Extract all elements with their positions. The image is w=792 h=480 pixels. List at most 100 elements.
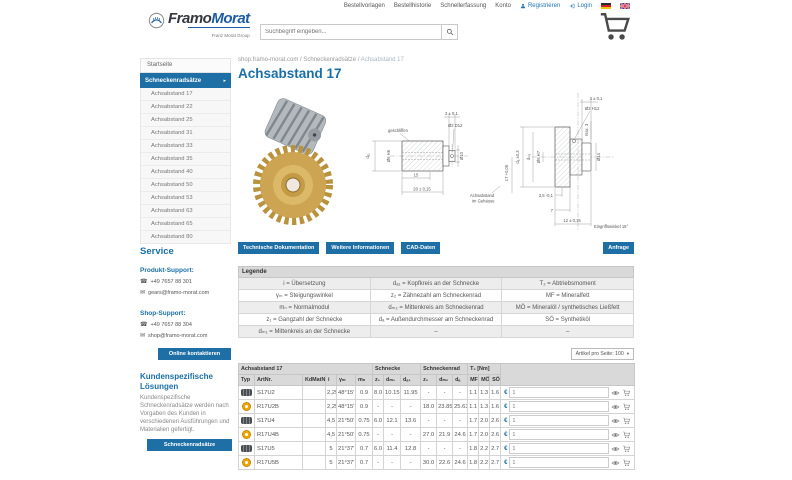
cell-kdmatnr (302, 427, 326, 442)
legend-cell: – (369, 325, 503, 338)
col-z1: z₁ (372, 374, 385, 386)
page-title: Achsabstand 17 (238, 66, 342, 81)
cell-z2: - (420, 413, 438, 428)
sidebar-item-achsabstand-22[interactable]: Achsabstand 22 (141, 101, 230, 114)
sidebar-service: Service Produkt-Support: ☎ +49 7657 88 30… (140, 246, 232, 451)
breadcrumb-category[interactable]: Schneckenradsätze (303, 57, 357, 63)
cell-z2: 18.0 (420, 399, 438, 414)
sidebar-item-achsabstand-80[interactable]: Achsabstand 80 (151, 234, 193, 240)
cell-da1: 13.6 (400, 413, 422, 428)
cell-moe: 1.3 (478, 399, 491, 414)
custom-solutions-text: Kundenspezifische Schneckenradsätze werd… (140, 395, 230, 433)
anfrage-button[interactable]: Anfrage (603, 242, 634, 254)
logo[interactable]: FramoMorat Franz Morat Group (148, 11, 250, 43)
items-per-page-dropdown[interactable]: Artikel pro Seite: 100 ▾ (570, 348, 634, 360)
sidebar-item-schneckenradsaetze[interactable]: Schneckenradsätze ▸ (140, 73, 231, 88)
add-to-cart-icon[interactable] (622, 417, 631, 425)
phone-icon: ☎ (140, 279, 148, 285)
cell-soe: 1.6 (489, 385, 502, 400)
cell-ym: 21°50' (336, 427, 356, 442)
add-to-cart-icon[interactable] (622, 459, 631, 467)
sidebar-item-achsabstand-31[interactable]: Achsabstand 31 (141, 127, 230, 140)
produkt-support-email[interactable]: gears@framo-morat.com (148, 289, 210, 296)
cell-i: 2,25 (325, 399, 337, 414)
cell-mf: 1.8 (467, 455, 480, 470)
register-link[interactable]: Registrieren (520, 3, 560, 9)
schneckenradsaetze-button[interactable]: Schneckenradsätze (147, 439, 232, 451)
cell-artnr: R17U4B (254, 427, 303, 442)
products-table: Achsabstand 17 Schnecke Schneckenrad T₂ … (237, 363, 636, 470)
svg-text:17 +0,05: 17 +0,05 (504, 164, 509, 181)
add-to-cart-icon[interactable] (622, 389, 631, 397)
quantity-input[interactable] (509, 443, 610, 454)
quantity-input[interactable] (509, 457, 610, 468)
cell-typ (238, 427, 255, 442)
nav-konto[interactable]: Konto (495, 3, 511, 9)
cell-i: 5 (325, 441, 337, 456)
col-mn: mₙ (354, 374, 374, 386)
cell-actions: € (500, 455, 636, 470)
cell-z2: 30.0 (420, 455, 438, 470)
search-button[interactable] (442, 24, 458, 40)
svg-text:dₘ₂: dₘ₂ (526, 153, 531, 160)
sidebar-item-achsabstand-40[interactable]: Achsabstand 40 (141, 166, 230, 179)
sidebar-item-achsabstand-25[interactable]: Achsabstand 25 (141, 114, 230, 127)
quantity-input[interactable] (509, 429, 610, 440)
cart-button[interactable] (598, 9, 632, 45)
view-details-eye-icon[interactable] (611, 431, 620, 439)
sidebar-item-achsabstand-63[interactable]: Achsabstand 63 (141, 205, 230, 218)
chevron-right-icon: ▸ (223, 77, 226, 84)
add-to-cart-icon[interactable] (622, 403, 631, 411)
sidebar-item-achsabstand-65[interactable]: Achsabstand 65 (141, 218, 230, 231)
view-details-eye-icon[interactable] (611, 389, 620, 397)
weitere-informationen-button[interactable]: Weitere Informationen (326, 242, 395, 254)
login-link[interactable]: Login (569, 3, 592, 9)
cell-mn: 0.9 (354, 385, 374, 400)
add-to-cart-icon[interactable] (622, 431, 631, 439)
sidebar-item-achsabstand-53[interactable]: Achsabstand 53 (141, 192, 230, 205)
shop-support-email[interactable]: shop@framo-morat.com (148, 332, 208, 339)
nav-bestellhistorie[interactable]: Bestellhistorie (393, 3, 432, 9)
sidebar-item-achsabstand-35[interactable]: Achsabstand 35 (141, 153, 230, 166)
svg-text:3 ± 0,1: 3 ± 0,1 (590, 96, 603, 101)
custom-solutions-title: Kundenspezifische Lösungen (140, 372, 213, 391)
cell-artnr: S17U5 (254, 441, 303, 456)
quantity-input[interactable] (509, 401, 610, 412)
nav-bestellvorlagen[interactable]: Bestellvorlagen (343, 3, 385, 9)
cell-kdmatnr (302, 455, 326, 470)
cell-moe: 2.0 (478, 413, 491, 428)
cell-i: 5 (325, 455, 337, 470)
cell-i: 2,25 (325, 385, 337, 400)
legend-table: Legende i = Übersetzung dₐ₁ = Kopfkreis … (238, 266, 634, 338)
add-to-cart-icon[interactable] (622, 445, 631, 453)
product-photo (253, 98, 333, 225)
nav-schnellerfassung[interactable]: Schnellerfassung (440, 3, 487, 9)
svg-text:im Gehäuse: im Gehäuse (472, 199, 495, 204)
cell-z2: 27.0 (420, 427, 438, 442)
col-typ: Typ (238, 374, 255, 386)
view-details-eye-icon[interactable] (611, 403, 620, 411)
search-input[interactable] (260, 24, 442, 40)
cell-artnr: R17U5B (254, 455, 303, 470)
legend-row: mₙ = Normalmodul dₘ₂ = Mittenkreis am Sc… (238, 301, 634, 314)
sidebar-item-achsabstand-17[interactable]: Achsabstand 17 (141, 88, 230, 101)
cell-dm2: - (436, 441, 454, 456)
view-details-eye-icon[interactable] (611, 417, 620, 425)
col-moe: MÖ (478, 374, 491, 386)
quantity-input[interactable] (509, 387, 610, 398)
sidebar-item-achsabstand-50[interactable]: Achsabstand 50 (141, 179, 230, 192)
technische-dokumentation-button[interactable]: Technische Dokumentation (238, 242, 320, 254)
view-details-eye-icon[interactable] (611, 459, 620, 467)
online-kontaktieren-button[interactable]: Online kontaktieren (158, 348, 231, 360)
cell-i: 4,5 (325, 427, 337, 442)
quantity-input[interactable] (509, 415, 610, 426)
german-flag-icon[interactable] (601, 3, 611, 9)
sidebar-item-achsabstand-33[interactable]: Achsabstand 33 (141, 140, 230, 153)
view-details-eye-icon[interactable] (611, 445, 620, 453)
uk-flag-icon[interactable] (620, 3, 630, 9)
sidebar-item-startseite[interactable]: Startseite (140, 58, 231, 73)
breadcrumb-separator: / (300, 57, 304, 63)
cad-daten-button[interactable]: CAD-Daten (401, 242, 441, 254)
cell-dm1: 12.1 (383, 413, 402, 428)
breadcrumb-home[interactable]: shop.framo-morat.com (238, 57, 299, 63)
